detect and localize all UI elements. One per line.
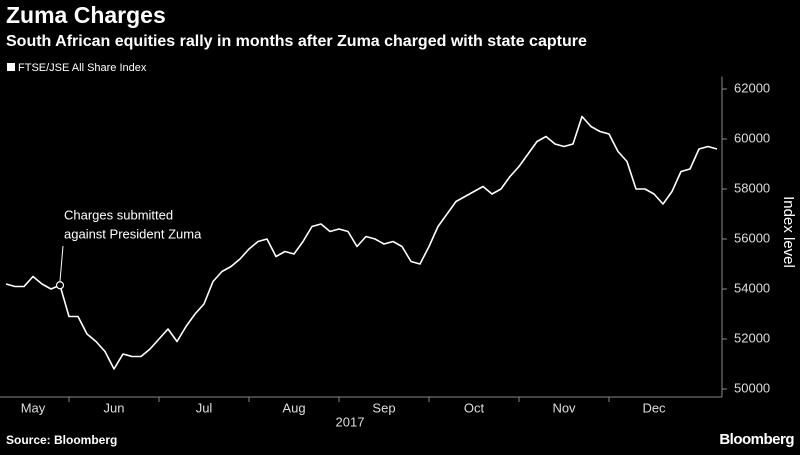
brand: Bloomberg [719,431,794,448]
annotation: Charges submitted [64,207,173,222]
y-tick-label: 62000 [734,80,770,95]
x-tick-label: Jul [196,400,213,415]
legend-label: FTSE/JSE All Share Index [18,62,147,74]
annotation-leader [59,245,64,282]
source: Source: Bloomberg [6,433,117,447]
y-tick-label: 58000 [734,180,770,195]
x-tick-label: Jun [104,400,125,415]
chart-title: Zuma Charges [6,2,166,28]
x-tick-label: May [21,400,46,415]
y-tick-label: 52000 [734,330,770,345]
chart-subtitle: South African equities rally in months a… [6,33,587,50]
x-tick-label: Dec [642,400,666,415]
x-tick-label: Oct [464,400,485,415]
x-tick-label: Nov [552,400,576,415]
annotation-point [55,281,65,290]
y-tick-label: 60000 [734,130,770,145]
x-tick-label: Sep [372,400,395,415]
y-tick-label: 50000 [734,380,770,395]
y-axis-label: Index level [780,196,797,268]
y-tick-label: 56000 [734,230,770,245]
line-series [5,115,718,370]
legend-swatch [7,63,15,71]
annotation: against President Zuma [64,226,202,241]
x-axis-label: 2017 [336,414,365,429]
x-tick-label: Aug [282,400,305,415]
y-tick-label: 54000 [734,280,770,295]
